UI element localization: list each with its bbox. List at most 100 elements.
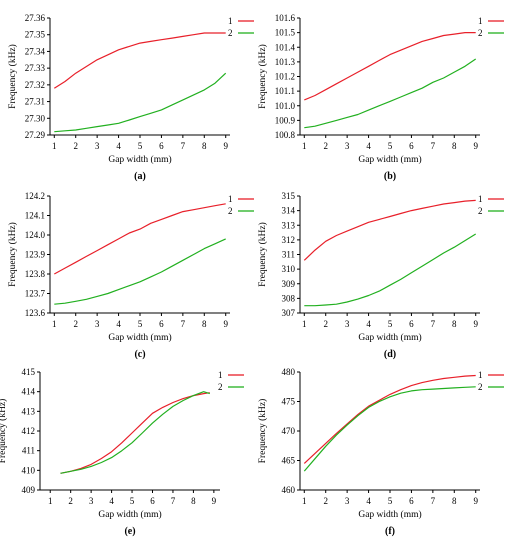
legend-label: 2 xyxy=(228,206,233,216)
x-tick-label: 6 xyxy=(409,141,414,151)
y-tick-label: 412 xyxy=(22,426,36,436)
y-tick-label: 308 xyxy=(282,293,296,303)
x-tick-label: 8 xyxy=(202,319,207,329)
series-line-1 xyxy=(53,32,226,89)
x-tick-label: 7 xyxy=(181,141,186,151)
panel-label: (e) xyxy=(124,526,135,537)
y-tick-label: 415 xyxy=(22,367,36,377)
x-axis-label: Gap width (mm) xyxy=(98,509,161,520)
y-tick-label: 123.6 xyxy=(25,308,46,318)
y-axis-label: Frequency (kHz) xyxy=(257,222,268,287)
series-line-1 xyxy=(303,374,476,464)
y-tick-label: 27.32 xyxy=(25,80,45,90)
legend-label: 1 xyxy=(228,16,233,26)
legend-label: 2 xyxy=(478,28,483,38)
legend-label: 1 xyxy=(478,16,483,26)
x-tick-label: 9 xyxy=(223,319,228,329)
x-tick-label: 4 xyxy=(116,141,121,151)
x-tick-label: 7 xyxy=(431,496,436,506)
legend-label: 2 xyxy=(478,206,483,216)
y-tick-label: 101.0 xyxy=(275,101,296,111)
legend-label: 1 xyxy=(478,194,483,204)
y-tick-label: 124.1 xyxy=(25,211,45,221)
y-tick-label: 101.2 xyxy=(275,72,295,82)
legend-label: 1 xyxy=(218,370,223,380)
y-tick-label: 27.35 xyxy=(25,30,46,40)
x-tick-label: 9 xyxy=(473,319,478,329)
x-tick-label: 5 xyxy=(388,319,393,329)
series-line-1 xyxy=(303,199,476,261)
legend-label: 1 xyxy=(478,370,483,380)
x-tick-label: 5 xyxy=(388,496,393,506)
y-tick-label: 410 xyxy=(22,465,36,475)
x-tick-label: 2 xyxy=(323,496,328,506)
y-tick-label: 27.30 xyxy=(25,113,46,123)
x-axis-label: Gap width (mm) xyxy=(358,154,421,165)
y-tick-label: 101.3 xyxy=(275,57,296,67)
x-tick-label: 9 xyxy=(473,496,478,506)
y-tick-label: 123.8 xyxy=(25,269,46,279)
chart-panel-3: 1 2 3 4 5 6 7 8 9 123.6 123.7 123.8 123.9 124.0 124.1 1… xyxy=(7,191,254,360)
x-tick-label: 4 xyxy=(366,141,371,151)
x-tick-label: 3 xyxy=(95,319,100,329)
x-axis-label: Gap width (mm) xyxy=(108,154,171,165)
legend-label: 2 xyxy=(478,382,483,392)
y-axis-label: Frequency (kHz) xyxy=(0,399,8,464)
y-tick-label: 101.6 xyxy=(275,13,296,23)
x-tick-label: 1 xyxy=(302,141,307,151)
x-tick-label: 3 xyxy=(95,141,100,151)
x-axis-label: Gap width (mm) xyxy=(358,509,421,520)
x-tick-label: 1 xyxy=(52,141,57,151)
x-tick-label: 3 xyxy=(345,141,350,151)
y-tick-label: 315 xyxy=(282,191,296,201)
legend-label: 2 xyxy=(228,28,233,38)
y-tick-label: 414 xyxy=(22,387,36,397)
chart-panel-5: 1 2 3 4 5 6 7 8 9 409 410 411 412 413 414 415 Gap width … xyxy=(0,367,244,537)
x-tick-label: 3 xyxy=(89,496,94,506)
series-line-2 xyxy=(304,233,477,307)
panel-label: (a) xyxy=(134,171,146,182)
y-tick-label: 27.29 xyxy=(25,130,46,140)
x-tick-label: 6 xyxy=(150,496,155,506)
panel-label: (b) xyxy=(384,171,396,182)
y-tick-label: 409 xyxy=(22,485,36,495)
x-tick-label: 5 xyxy=(138,141,143,151)
y-axis-label: Frequency (kHz) xyxy=(257,399,268,464)
x-tick-label: 2 xyxy=(68,496,73,506)
x-axis-label: Gap width (mm) xyxy=(108,332,171,343)
y-tick-label: 123.9 xyxy=(25,250,46,260)
x-tick-label: 8 xyxy=(191,496,196,506)
x-tick-label: 2 xyxy=(73,319,78,329)
x-tick-label: 2 xyxy=(73,141,78,151)
series-line-2 xyxy=(60,391,210,474)
y-tick-label: 310 xyxy=(282,264,296,274)
x-tick-label: 2 xyxy=(323,141,328,151)
series-line-2 xyxy=(54,72,227,133)
legend-label: 2 xyxy=(218,382,223,392)
y-tick-label: 465 xyxy=(282,456,296,466)
x-tick-label: 4 xyxy=(366,496,371,506)
x-tick-label: 7 xyxy=(171,496,176,506)
panel-label: (d) xyxy=(384,349,396,360)
y-tick-label: 470 xyxy=(282,426,296,436)
y-axis-label: Frequency (kHz) xyxy=(7,222,18,287)
x-tick-label: 1 xyxy=(302,319,307,329)
x-tick-label: 8 xyxy=(452,141,457,151)
y-axis-label: Frequency (kHz) xyxy=(7,44,18,109)
y-axis-label: Frequency (kHz) xyxy=(257,44,268,109)
x-tick-label: 6 xyxy=(159,319,164,329)
x-tick-label: 9 xyxy=(223,141,228,151)
x-tick-label: 2 xyxy=(323,319,328,329)
x-tick-label: 8 xyxy=(202,141,207,151)
y-tick-label: 27.31 xyxy=(25,97,45,107)
x-tick-label: 6 xyxy=(409,319,414,329)
y-tick-label: 460 xyxy=(282,485,296,495)
y-tick-label: 307 xyxy=(282,308,296,318)
x-tick-label: 7 xyxy=(181,319,186,329)
y-tick-label: 100.9 xyxy=(275,115,296,125)
x-tick-label: 4 xyxy=(116,319,121,329)
x-tick-label: 3 xyxy=(345,496,350,506)
y-tick-label: 101.5 xyxy=(275,28,296,38)
x-tick-label: 1 xyxy=(52,319,57,329)
series-line-2 xyxy=(303,386,476,472)
